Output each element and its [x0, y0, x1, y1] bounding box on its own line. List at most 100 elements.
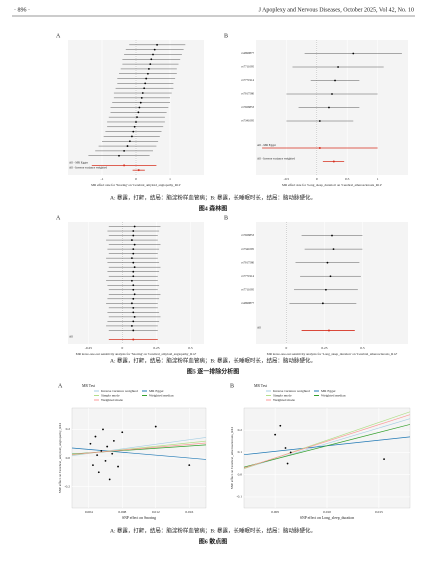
snp-point [121, 431, 124, 434]
estimate-point [147, 72, 149, 75]
legend-label: Weighted median [321, 393, 346, 397]
figure-title: 图5 逐一排除分析图 [187, 367, 240, 375]
snp-point [111, 452, 114, 455]
figure-title: 图6 散点图 [199, 537, 228, 545]
x-tick-label: 1 [377, 177, 379, 181]
snp-point [154, 425, 157, 428]
estimate-point [328, 106, 330, 109]
estimate-point [132, 234, 135, 237]
summary-point [137, 169, 140, 172]
fit-line [244, 424, 410, 468]
estimate-point [352, 52, 355, 55]
page-number: · 896 · [14, 7, 30, 13]
snp-point [97, 471, 100, 474]
x-axis-title: SNP effect on Long_sleep_duration [300, 516, 354, 520]
panel-label: B [224, 215, 228, 221]
x-axis-title: MR effect size for 'Snoring' on 'Cerebra… [91, 183, 181, 187]
estimate-point [332, 248, 335, 251]
snp-point [106, 445, 109, 448]
x-tick-label: -1 [101, 177, 104, 181]
snp-point [100, 449, 103, 452]
y-tick-label: 0.0 [66, 456, 71, 460]
snp-label: rs7711095 [241, 65, 254, 69]
estimate-point [132, 270, 135, 273]
estimate-point [153, 48, 156, 51]
estimate-point [133, 315, 136, 318]
x-tick-label: 0.5 [360, 346, 365, 350]
figure-caption: A: 暴露，打鼾，结局：脑淀粉样血管病；B: 暴露，长睡眠时长，结局：脑动脉硬化… [110, 526, 316, 534]
estimate-point [318, 120, 321, 122]
x-tick-label: 0.25 [321, 346, 327, 350]
summary-point [327, 329, 330, 332]
x-tick-label: 0 [316, 177, 318, 181]
estimate-point [137, 111, 140, 114]
legend-title: MR Test [254, 384, 268, 388]
snp-point [284, 447, 287, 449]
x-tick-label: 0.5 [188, 346, 193, 350]
x-tick-label: 1 [169, 177, 171, 181]
x-tick-label: 0.010 [323, 510, 331, 514]
panel-label: A [56, 215, 61, 221]
panel-label: A [56, 33, 61, 39]
snp-label: rs4699877 [241, 301, 254, 305]
estimate-point [133, 293, 136, 296]
x-tick-label: 0 [122, 346, 124, 350]
estimate-point [133, 266, 136, 269]
y-tick-label: -0.2 [64, 484, 70, 488]
x-tick-label: -0.25 [85, 346, 93, 350]
figure-caption: A: 暴露，打鼾，结局：脑淀粉样血管病；B: 暴露，长睡眠时长，结局：脑动脉硬化… [110, 356, 316, 364]
snp-label: rs7917580 [241, 92, 254, 96]
snp-point [117, 465, 119, 468]
summary-point [318, 147, 321, 149]
estimate-point [337, 66, 339, 68]
estimate-point [133, 125, 136, 128]
summary-point [332, 160, 335, 163]
estimate-point [126, 145, 129, 147]
snp-point [112, 439, 115, 442]
estimate-point [329, 275, 332, 278]
estimate-point [133, 225, 136, 228]
x-tick-label: 0 [135, 177, 137, 181]
snp-label: rs4699877 [241, 51, 254, 55]
estimate-point [150, 58, 153, 61]
estimate-point [145, 77, 148, 80]
y-tick-label: -0.1 [236, 495, 242, 499]
estimate-point [118, 154, 120, 157]
estimate-point [132, 297, 135, 300]
estimate-point [132, 320, 135, 323]
x-tick-label: 0.5 [345, 177, 350, 181]
legend-label: Weighted mode [101, 398, 123, 402]
legend-label: Simple mode [273, 393, 292, 397]
estimate-point [132, 230, 135, 232]
y-tick-label: 0.2 [66, 427, 71, 431]
figure-caption: A: 暴露，打鼾，结局：脑淀粉样血管病；B: 暴露，长睡眠时长，结局：脑动脉硬化… [110, 193, 316, 201]
snp-point [102, 428, 104, 431]
x-tick-label: 0.25 [153, 346, 159, 350]
y-axis-title: SNP effect on Cerebral_atherosclerosis_R… [230, 427, 234, 490]
snp-label: rs7711095 [241, 287, 254, 291]
fit-line [72, 442, 206, 455]
estimate-point [132, 252, 135, 255]
estimate-point [326, 261, 329, 264]
fit-lines [72, 437, 206, 460]
estimate-point [141, 92, 144, 94]
legend-label: Inverse variance weighted [273, 389, 310, 393]
estimate-point [152, 53, 154, 56]
estimate-point [132, 130, 135, 133]
plot-area [256, 222, 408, 344]
snp-point [92, 464, 94, 467]
legend-label: Weighted median [149, 393, 174, 397]
y-tick-label: 0.0 [238, 472, 243, 476]
snp-point [104, 459, 107, 462]
y-axis-title: SNP effect on Cerebral_amyloid_angiopath… [58, 423, 62, 494]
estimate-point [156, 43, 158, 46]
x-tick-label: 0.005 [271, 510, 279, 514]
snp-point [89, 442, 92, 445]
x-tick-label: 0 [286, 346, 288, 350]
estimate-point [131, 325, 133, 327]
snp-label: rs7926853 [241, 105, 254, 109]
x-tick-label: 0.004 [85, 510, 93, 514]
estimate-point [138, 106, 141, 109]
estimate-point [143, 87, 146, 90]
